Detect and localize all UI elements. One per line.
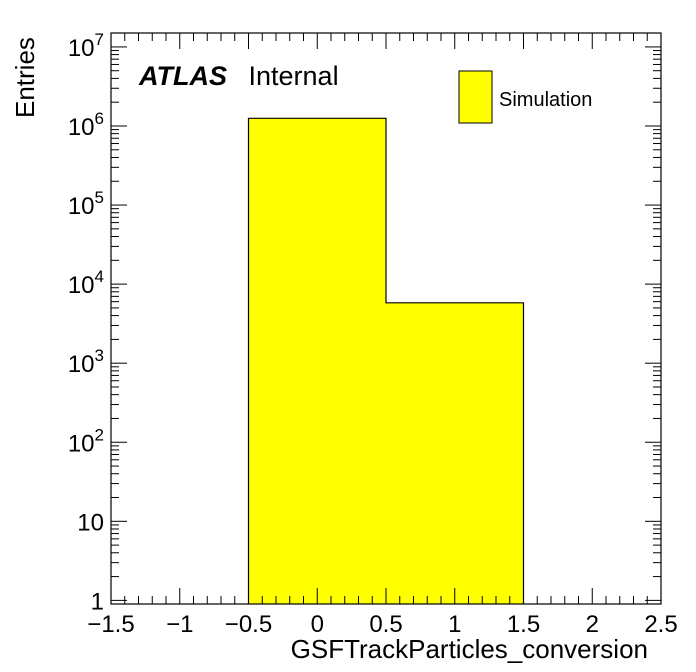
x-tick-label: 1 bbox=[448, 611, 461, 638]
y-axis-label: Entries bbox=[10, 37, 40, 118]
x-tick-labels: −1.5 −1 −0.5 0 0.5 1 1.5 2 2.5 bbox=[87, 611, 677, 638]
x-tick-label: −1 bbox=[166, 611, 193, 638]
x-tick-label: 0.5 bbox=[369, 611, 402, 638]
x-axis-label: GSFTrackParticles_conversion bbox=[291, 634, 648, 664]
atlas-label: ATLAS Internal bbox=[138, 61, 339, 91]
legend-label: Simulation bbox=[499, 89, 592, 111]
x-tick-label: −0.5 bbox=[225, 611, 272, 638]
x-tick-label: 1.5 bbox=[507, 611, 540, 638]
y-tick-label: 103 bbox=[68, 346, 104, 378]
histogram-outline bbox=[247, 117, 525, 604]
atlas-label-text: Internal bbox=[249, 61, 339, 91]
legend-swatch bbox=[458, 70, 493, 124]
histogram-bars bbox=[247, 117, 525, 604]
y-tick-label: 104 bbox=[68, 267, 104, 299]
histogram-bin-0 bbox=[248, 118, 386, 604]
x-tick-label: 2 bbox=[586, 611, 599, 638]
y-tick-label: 107 bbox=[68, 30, 104, 62]
y-tick-labels: 1 10 102 103 104 105 106 107 bbox=[68, 30, 104, 615]
histogram-bin-1 bbox=[386, 302, 524, 604]
y-tick-label: 1 bbox=[91, 588, 104, 615]
legend: Simulation bbox=[458, 70, 592, 124]
y-tick-label: 106 bbox=[68, 109, 104, 141]
x-tick-label: 2.5 bbox=[644, 611, 677, 638]
atlas-label-bold: ATLAS bbox=[138, 61, 227, 91]
y-tick-label: 102 bbox=[68, 425, 104, 457]
x-tick-label: −1.5 bbox=[87, 611, 134, 638]
y-tick-label: 10 bbox=[77, 509, 104, 536]
y-tick-label: 105 bbox=[68, 188, 104, 220]
axis-ticks bbox=[110, 33, 662, 604]
x-tick-label: 0 bbox=[311, 611, 324, 638]
